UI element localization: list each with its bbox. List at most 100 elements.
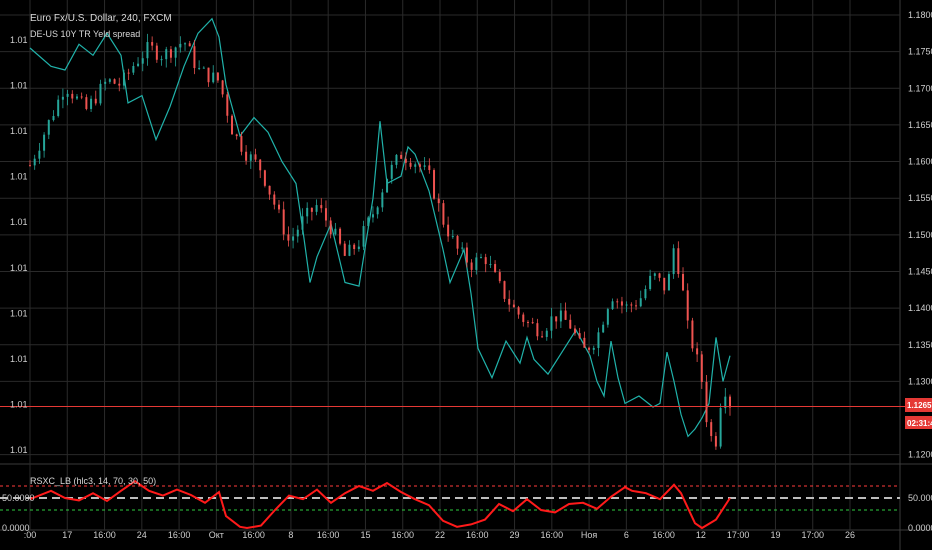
- candle-body: [57, 99, 60, 116]
- candle-body: [47, 120, 50, 135]
- candle-body: [329, 220, 332, 235]
- oscillator-label: RSXC_LB (hlc3, 14, 70, 30, 50): [30, 476, 156, 486]
- candle-body: [141, 58, 144, 64]
- right-axis-tick: 1.16000: [908, 157, 932, 167]
- time-axis-tick: 16:00: [93, 530, 116, 540]
- candle-body: [611, 301, 614, 310]
- candle-body: [52, 115, 55, 121]
- right-axis-tick: 1.18000: [908, 10, 932, 20]
- candle-body: [451, 236, 454, 238]
- candle-body: [390, 164, 393, 179]
- candle-body: [263, 170, 266, 186]
- candle-body: [132, 66, 135, 73]
- time-axis-tick: 16:00: [652, 530, 675, 540]
- left-axis-tick: 1.01: [10, 263, 28, 273]
- candle-body: [357, 246, 360, 250]
- candle-body: [240, 136, 243, 152]
- candle-body: [423, 165, 426, 167]
- time-axis-tick: 8: [288, 530, 293, 540]
- oscillator-series-line: [29, 479, 731, 530]
- candle-body: [231, 115, 234, 135]
- osc-right-tick: 0.0000: [908, 523, 932, 533]
- candle-body: [33, 158, 36, 166]
- candle-body: [212, 72, 215, 83]
- right-axis-tick: 1.17500: [908, 47, 932, 57]
- candle-body: [672, 248, 675, 275]
- time-axis-tick: 17: [62, 530, 72, 540]
- candle-body: [184, 43, 187, 45]
- candle-body: [536, 323, 539, 337]
- candle-body: [630, 304, 633, 306]
- candle-body: [592, 347, 595, 350]
- candle-body: [90, 98, 93, 109]
- left-axis-tick: 1.01: [10, 81, 28, 91]
- time-axis-tick: Ноя: [581, 530, 598, 540]
- candle-body: [306, 207, 309, 217]
- candle-body: [277, 204, 280, 210]
- candle-body: [66, 93, 69, 97]
- osc-right-tick: 50.0000: [908, 493, 932, 503]
- right-axis-tick: 1.14500: [908, 266, 932, 276]
- candle-body: [146, 42, 149, 59]
- candle-body: [700, 354, 703, 382]
- right-axis-tick: 1.14000: [908, 303, 932, 313]
- time-axis-tick: 16:00: [391, 530, 414, 540]
- candle-body: [137, 63, 140, 67]
- candle-body: [508, 298, 511, 305]
- candle-body: [386, 178, 389, 193]
- candlestick-layer: [0, 33, 905, 450]
- candle-body: [202, 67, 205, 69]
- right-axis-tick: 1.15500: [908, 193, 932, 203]
- time-axis-tick: 15: [360, 530, 370, 540]
- candle-body: [686, 290, 689, 321]
- candle-body: [526, 321, 529, 323]
- time-axis-tick: 16:00: [242, 530, 265, 540]
- left-axis-tick: 1.01: [10, 308, 28, 318]
- right-axis-tick: 1.16500: [908, 120, 932, 130]
- candle-body: [94, 98, 97, 104]
- candle-body: [249, 154, 252, 161]
- candle-body: [545, 330, 548, 337]
- time-axis-tick: 26: [845, 530, 855, 540]
- candle-body: [414, 164, 417, 167]
- candle-body: [235, 134, 238, 137]
- candle-body: [296, 229, 299, 237]
- candle-body: [155, 45, 158, 60]
- candle-body: [99, 83, 102, 104]
- candle-body: [569, 319, 572, 329]
- time-axis-tick: 22: [435, 530, 445, 540]
- candle-body: [108, 79, 111, 82]
- candle-body: [714, 436, 717, 447]
- candle-body: [292, 236, 295, 241]
- time-axis-tick: 16:00: [466, 530, 489, 540]
- candle-body: [404, 158, 407, 163]
- candle-body: [588, 347, 591, 350]
- candle-body: [531, 322, 534, 324]
- candle-body: [639, 298, 642, 307]
- candle-body: [85, 97, 88, 109]
- candle-body: [635, 305, 638, 307]
- oscillator-pane: [0, 479, 900, 530]
- time-axis-tick: :00: [24, 530, 37, 540]
- candle-body: [517, 307, 520, 315]
- candle-body: [503, 281, 506, 299]
- candle-body: [179, 43, 182, 48]
- right-axis-tick: 1.12000: [908, 450, 932, 460]
- candle-body: [653, 273, 656, 276]
- candle-body: [310, 207, 313, 212]
- candle-body: [682, 273, 685, 291]
- candle-body: [353, 244, 356, 250]
- candle-body: [418, 164, 421, 167]
- time-axis-tick: 6: [624, 530, 629, 540]
- candle-body: [724, 396, 727, 409]
- chart-title: Euro Fx/U.S. Dollar, 240, FXCM: [30, 13, 172, 24]
- candle-body: [381, 192, 384, 208]
- candle-body: [395, 154, 398, 165]
- candle-body: [371, 214, 374, 218]
- candle-body: [470, 262, 473, 270]
- candle-body: [38, 150, 41, 159]
- time-axis-tick: 16:00: [541, 530, 564, 540]
- candle-body: [287, 234, 290, 241]
- time-axis-tick: Окт: [209, 530, 224, 540]
